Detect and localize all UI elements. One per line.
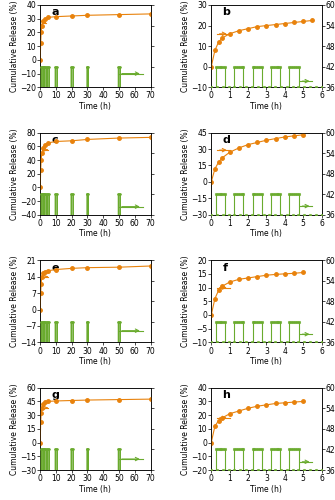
Y-axis label: Cumulative Release (%): Cumulative Release (%)	[9, 128, 18, 220]
Text: g: g	[51, 390, 59, 400]
X-axis label: Time (h): Time (h)	[79, 357, 111, 366]
X-axis label: Time (h): Time (h)	[79, 484, 111, 494]
Y-axis label: Cumulative Release (%): Cumulative Release (%)	[181, 0, 190, 92]
Text: h: h	[222, 390, 230, 400]
Text: f: f	[222, 262, 227, 272]
Text: d: d	[222, 135, 230, 145]
Text: c: c	[51, 135, 58, 145]
Y-axis label: Cumulative Release (%): Cumulative Release (%)	[181, 256, 190, 347]
Text: a: a	[51, 8, 59, 18]
Y-axis label: Cumulative Release (%): Cumulative Release (%)	[181, 383, 190, 474]
Y-axis label: Cumulative Release (%): Cumulative Release (%)	[181, 128, 190, 220]
Text: b: b	[222, 8, 230, 18]
X-axis label: Time (h): Time (h)	[79, 230, 111, 238]
X-axis label: Time (h): Time (h)	[251, 230, 282, 238]
X-axis label: Time (h): Time (h)	[251, 357, 282, 366]
Y-axis label: Cumulative Release (%): Cumulative Release (%)	[9, 383, 18, 474]
X-axis label: Time (h): Time (h)	[79, 102, 111, 111]
Y-axis label: Cumulative Release (%): Cumulative Release (%)	[10, 256, 19, 347]
Text: e: e	[51, 262, 59, 272]
X-axis label: Time (h): Time (h)	[251, 102, 282, 111]
Y-axis label: Cumulative Release (%): Cumulative Release (%)	[10, 0, 19, 92]
X-axis label: Time (h): Time (h)	[251, 484, 282, 494]
